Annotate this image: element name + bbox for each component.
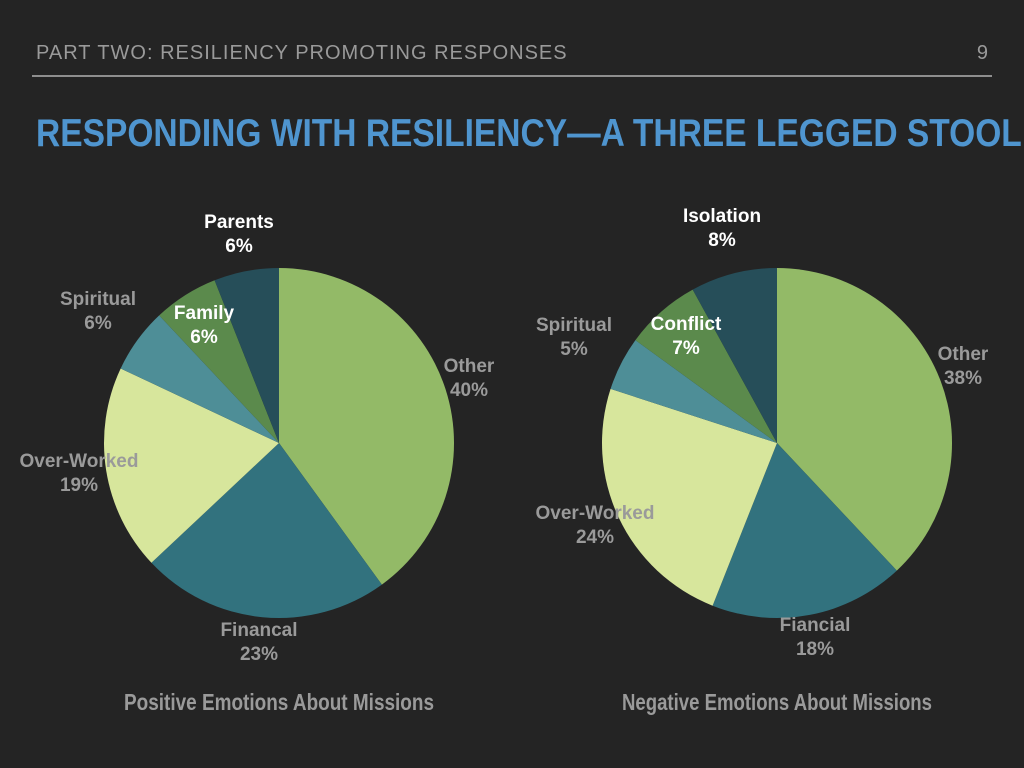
pie-slice-spiritual [610, 340, 777, 443]
page-number: 9 [976, 42, 988, 64]
pie-slice-spiritual [120, 315, 279, 443]
chart-caption-2: Negative Emotions About Missions [622, 689, 932, 715]
pie-slice-fiancial [712, 443, 897, 619]
pie-chart-2: Other 38% Fiancial 18% Over-Worked 24% Spiritu… [536, 206, 989, 715]
pie-slice-conflict [635, 289, 777, 443]
pie-slice-over-worked [602, 388, 777, 606]
slice-label-spiritual: Spiritual 6% [60, 289, 136, 334]
slice-label-isolation: Isolation 8% [683, 206, 761, 251]
slide-title: RESPONDING WITH RESILIENCY—A THREE LEGGE… [36, 112, 1022, 155]
slice-label-parents: Parents 6% [204, 212, 274, 257]
pie-slice-other [279, 268, 455, 585]
slice-label-over-worked: Over-Worked 19% [20, 451, 139, 496]
slice-label-other: Other 38% [938, 344, 989, 389]
pie-slice-over-worked [104, 368, 279, 563]
pie-slice-parents [214, 268, 279, 443]
pie-slice-other [777, 268, 953, 571]
slice-label-other: Other 40% [444, 356, 495, 401]
section-label: PART TWO: RESILIENCY PROMOTING RESPONSES [36, 42, 568, 64]
chart-caption-1: Positive Emotions About Missions [124, 689, 434, 715]
pie-slice-isolation [692, 268, 777, 443]
slice-label-conflict: Conflict 7% [651, 314, 722, 359]
slice-label-family: Family 6% [174, 303, 235, 348]
pie-slice-financal [151, 443, 382, 619]
slice-label-over-worked: Over-Worked 24% [536, 503, 655, 548]
slice-label-financal: Financal 23% [220, 620, 297, 665]
slice-label-spiritual: Spiritual 5% [536, 315, 612, 360]
header-divider [32, 75, 992, 77]
slice-label-fiancial: Fiancial 18% [780, 615, 851, 660]
pie-slice-family [159, 280, 279, 443]
pie-chart-1: Other 40% Financal 23% Over-Worked 19% Spiritu… [20, 212, 495, 715]
